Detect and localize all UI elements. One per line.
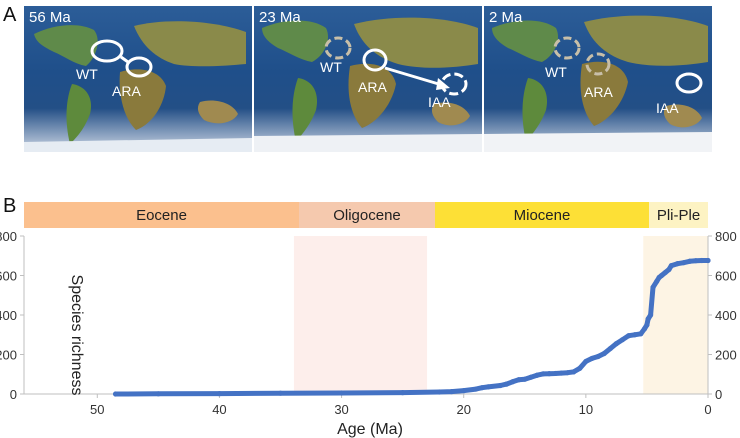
data-point bbox=[658, 272, 665, 279]
data-point bbox=[479, 385, 485, 391]
map-age-label: 23 Ma bbox=[259, 9, 301, 26]
data-point bbox=[497, 382, 503, 389]
x-tick-label: 40 bbox=[212, 402, 226, 417]
species-richness-chart: 0020020040040060060080080050403020100Age… bbox=[0, 229, 737, 438]
data-point bbox=[654, 278, 660, 285]
x-tick-label: 20 bbox=[456, 402, 470, 417]
data-point bbox=[540, 371, 546, 377]
y-axis-label: Species richness bbox=[68, 275, 85, 396]
data-point bbox=[662, 269, 668, 276]
data-point bbox=[626, 333, 632, 339]
data-point bbox=[632, 332, 638, 338]
data-point bbox=[216, 391, 223, 397]
data-point bbox=[473, 386, 479, 392]
y-tick-label-left: 600 bbox=[0, 269, 17, 284]
data-point bbox=[448, 389, 455, 395]
paleomap-23ma: 23 Ma WT ARA IAA bbox=[254, 6, 482, 152]
data-point bbox=[522, 376, 528, 382]
data-point bbox=[577, 365, 583, 371]
data-point bbox=[516, 377, 522, 383]
data-point bbox=[155, 391, 161, 397]
data-point bbox=[644, 322, 650, 328]
data-point bbox=[650, 284, 656, 290]
data-point bbox=[589, 355, 595, 362]
data-point bbox=[277, 390, 284, 396]
data-point bbox=[503, 381, 510, 387]
epoch-label: Oligocene bbox=[333, 206, 401, 224]
y-tick-label-right: 0 bbox=[715, 387, 722, 402]
y-tick-label-right: 400 bbox=[715, 308, 737, 323]
data-point bbox=[680, 260, 687, 266]
data-point bbox=[546, 371, 552, 377]
epoch-label: Pli-Ple bbox=[656, 206, 701, 224]
data-point bbox=[645, 316, 651, 322]
epoch-bar-miocene: Miocene bbox=[435, 202, 649, 228]
data-point bbox=[607, 345, 613, 352]
paleomap-2ma: 2 Ma WT ARA IAA bbox=[484, 6, 712, 152]
epoch-bar-oligocene: Oligocene bbox=[299, 202, 435, 228]
data-point bbox=[693, 258, 699, 264]
data-point bbox=[595, 353, 601, 360]
data-point bbox=[666, 266, 672, 273]
data-point bbox=[528, 374, 534, 380]
region-label-wt: WT bbox=[545, 64, 567, 80]
data-point bbox=[601, 350, 607, 357]
map-age-label: 2 Ma bbox=[489, 9, 523, 26]
panel-letter-a: A bbox=[3, 4, 17, 26]
data-point bbox=[705, 257, 711, 264]
data-point bbox=[400, 390, 406, 396]
x-axis-label: Age (Ma) bbox=[337, 421, 403, 438]
data-point bbox=[552, 370, 558, 377]
map-age-label: 56 Ma bbox=[29, 9, 71, 26]
data-point bbox=[687, 258, 693, 264]
data-point bbox=[338, 390, 345, 396]
region-label-ara: ARA bbox=[358, 79, 387, 95]
data-point bbox=[485, 384, 491, 390]
y-tick-label-left: 200 bbox=[0, 348, 17, 363]
data-point bbox=[113, 391, 119, 397]
data-point bbox=[436, 389, 442, 395]
data-point bbox=[583, 358, 589, 365]
region-label-wt: WT bbox=[320, 59, 342, 75]
data-point bbox=[571, 369, 577, 375]
data-point bbox=[674, 261, 681, 267]
data-point bbox=[534, 372, 540, 378]
data-point bbox=[647, 312, 654, 318]
epoch-bar-pli-ple: Pli-Ple bbox=[649, 202, 708, 228]
data-point bbox=[641, 326, 648, 332]
data-point bbox=[509, 379, 516, 385]
y-tick-label-left: 800 bbox=[0, 229, 17, 244]
x-tick-label: 10 bbox=[579, 402, 593, 417]
y-tick-label-right: 200 bbox=[715, 348, 737, 363]
epoch-label: Miocene bbox=[513, 206, 571, 224]
data-point bbox=[668, 263, 674, 269]
data-point bbox=[619, 337, 626, 343]
data-point bbox=[699, 257, 705, 264]
y-tick-label-left: 400 bbox=[0, 308, 17, 323]
y-tick-label-right: 800 bbox=[715, 229, 737, 244]
x-tick-label: 50 bbox=[90, 402, 104, 417]
data-point bbox=[461, 388, 467, 394]
data-point bbox=[638, 331, 644, 337]
y-tick-label-right: 600 bbox=[715, 269, 737, 284]
x-tick-label: 0 bbox=[704, 402, 711, 417]
epoch-shade bbox=[293, 236, 428, 394]
x-tick-label: 30 bbox=[334, 402, 348, 417]
region-label-iaa: IAA bbox=[656, 100, 679, 116]
paleomap-56ma: 56 Ma WT ARA bbox=[24, 6, 252, 152]
epoch-bar-eocene: Eocene bbox=[24, 202, 299, 228]
region-label-wt: WT bbox=[76, 66, 98, 82]
panel-letter-b: B bbox=[3, 195, 17, 217]
data-point bbox=[558, 370, 565, 376]
region-label-iaa: IAA bbox=[428, 94, 451, 110]
region-label-ara: ARA bbox=[112, 83, 141, 99]
data-point bbox=[564, 370, 571, 376]
epoch-label: Eocene bbox=[136, 206, 187, 224]
y-tick-label-left: 0 bbox=[10, 387, 17, 402]
region-label-ara: ARA bbox=[584, 84, 613, 100]
data-point bbox=[613, 341, 619, 347]
